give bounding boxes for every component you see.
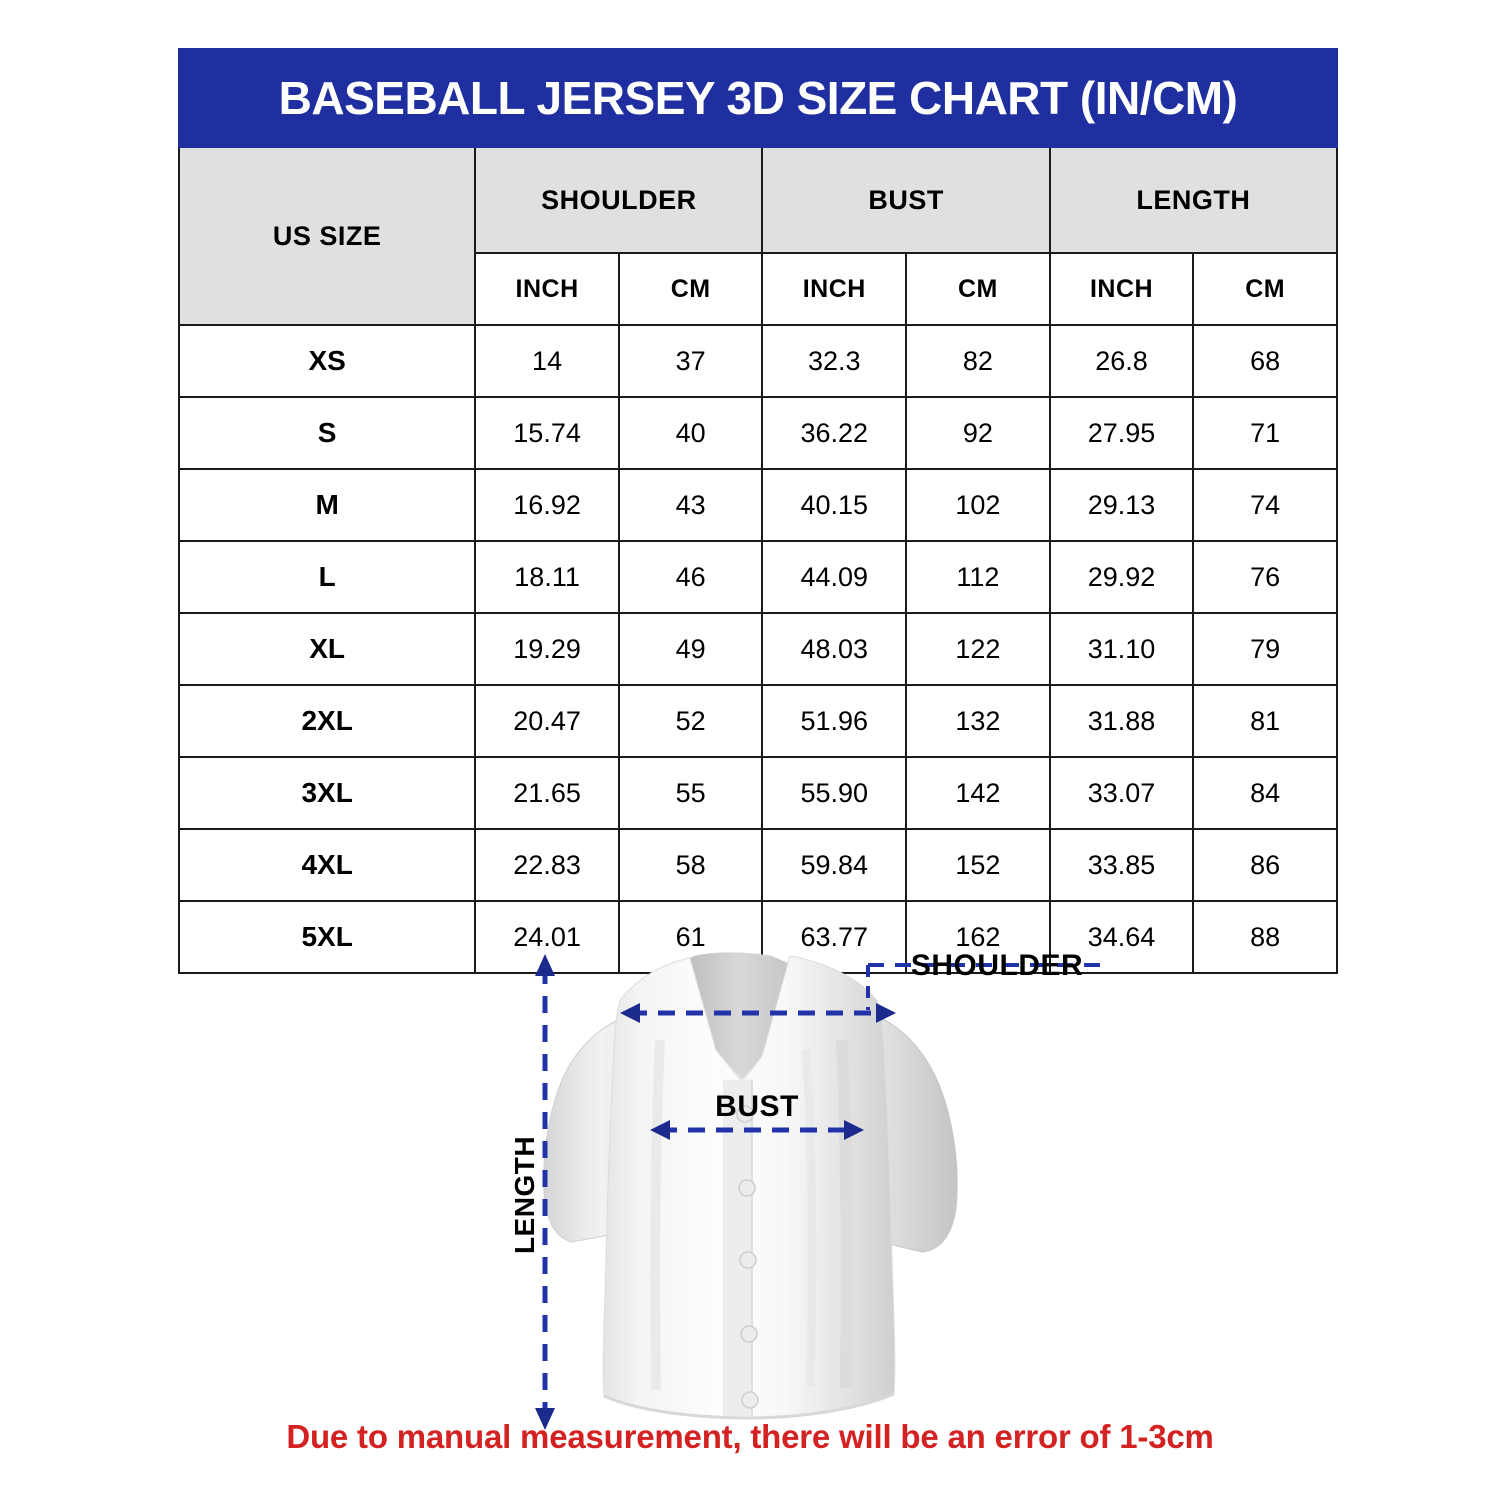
table-row: L 18.11 46 44.09 112 29.92 76: [177, 540, 1338, 614]
cell-shoulder-inch: 15.74: [474, 396, 620, 470]
page-title: BASEBALL JERSEY 3D SIZE CHART (IN/CM): [178, 48, 1338, 148]
cell-length-cm: 68: [1192, 324, 1338, 398]
cell-bust-cm: 92: [905, 396, 1051, 470]
cell-bust-inch: 36.22: [761, 396, 908, 470]
cell-bust-cm: 82: [905, 324, 1051, 398]
cell-shoulder-cm: 43: [617, 468, 764, 542]
unit-header-length-inch: INCH: [1048, 252, 1195, 326]
cell-size: XS: [177, 324, 477, 398]
cell-size: S: [177, 396, 477, 470]
cell-shoulder-cm: 46: [617, 540, 764, 614]
cell-size: 5XL: [177, 900, 477, 974]
cell-shoulder-cm: 55: [617, 756, 764, 830]
cell-shoulder-cm: 40: [617, 396, 764, 470]
cell-shoulder-cm: 58: [617, 828, 764, 902]
cell-length-inch: 29.13: [1048, 468, 1195, 542]
cell-shoulder-inch: 22.83: [474, 828, 620, 902]
length-measure-arrow: [535, 954, 555, 1430]
cell-bust-inch: 59.84: [761, 828, 908, 902]
cell-bust-cm: 142: [905, 756, 1051, 830]
cell-size: 3XL: [177, 756, 477, 830]
cell-length-inch: 31.88: [1048, 684, 1195, 758]
table-row: 5XL 24.01 61 63.77 162 34.64 88: [177, 900, 1338, 974]
table-row: 2XL 20.47 52 51.96 132 31.88 81: [177, 684, 1338, 758]
cell-shoulder-inch: 14: [474, 324, 620, 398]
table-row: 4XL 22.83 58 59.84 152 33.85 86: [177, 828, 1338, 902]
cell-bust-inch: 48.03: [761, 612, 908, 686]
cell-bust-cm: 132: [905, 684, 1051, 758]
cell-bust-cm: 102: [905, 468, 1051, 542]
cell-length-cm: 88: [1192, 900, 1338, 974]
cell-shoulder-cm: 37: [617, 324, 764, 398]
shoulder-leader-line: [866, 963, 1104, 1010]
table-row: S 15.74 40 36.22 92 27.95 71: [177, 396, 1338, 470]
cell-length-cm: 86: [1192, 828, 1338, 902]
table-title-row: BASEBALL JERSEY 3D SIZE CHART (IN/CM): [178, 48, 1338, 148]
cell-bust-cm: 122: [905, 612, 1051, 686]
cell-bust-inch: 40.15: [761, 468, 908, 542]
cell-length-inch: 29.92: [1048, 540, 1195, 614]
length-annotation-label: LENGTH: [509, 1136, 540, 1254]
jersey-measurement-diagram: SHOULDER BUST LENGTH: [0, 930, 1500, 1440]
bust-measure-arrow: [650, 1120, 864, 1140]
cell-length-inch: 27.95: [1048, 396, 1195, 470]
table-row: M 16.92 43 40.15 102 29.13 74: [177, 468, 1338, 542]
group-header-row: US SIZE SHOULDER BUST LENGTH: [177, 146, 1339, 326]
cell-shoulder-cm: 49: [617, 612, 764, 686]
cell-shoulder-cm: 52: [617, 684, 764, 758]
cell-bust-inch: 63.77: [761, 900, 908, 974]
unit-header-shoulder-cm: CM: [617, 252, 764, 326]
cell-length-cm: 79: [1192, 612, 1338, 686]
unit-header-length-cm: CM: [1192, 252, 1338, 326]
cell-length-inch: 33.85: [1048, 828, 1195, 902]
cell-size: M: [177, 468, 477, 542]
cell-shoulder-inch: 24.01: [474, 900, 620, 974]
unit-header-row: INCH CM INCH CM INCH CM: [179, 252, 1338, 326]
cell-bust-inch: 55.90: [761, 756, 908, 830]
cell-length-cm: 84: [1192, 756, 1338, 830]
cell-bust-inch: 32.3: [761, 324, 908, 398]
size-chart-table-container: BASEBALL JERSEY 3D SIZE CHART (IN/CM) US…: [177, 48, 1339, 974]
cell-length-inch: 26.8: [1048, 324, 1195, 398]
cell-length-cm: 74: [1192, 468, 1338, 542]
cell-bust-inch: 51.96: [761, 684, 908, 758]
cell-length-inch: 33.07: [1048, 756, 1195, 830]
measurement-disclaimer: Due to manual measurement, there will be…: [286, 1418, 1214, 1455]
cell-shoulder-inch: 18.11: [474, 540, 620, 614]
cell-length-cm: 76: [1192, 540, 1338, 614]
shoulder-annotation-label: SHOULDER: [911, 949, 1083, 982]
shoulder-measure-arrow: [620, 1003, 896, 1023]
cell-bust-cm: 112: [905, 540, 1051, 614]
bust-annotation-label: BUST: [715, 1090, 799, 1123]
cell-length-inch: 34.64: [1048, 900, 1195, 974]
cell-length-cm: 81: [1192, 684, 1338, 758]
cell-size: L: [177, 540, 477, 614]
unit-header-shoulder-inch: INCH: [474, 252, 620, 326]
cell-size: XL: [177, 612, 477, 686]
size-chart-table: BASEBALL JERSEY 3D SIZE CHART (IN/CM) US…: [177, 48, 1339, 974]
unit-header-bust-cm: CM: [905, 252, 1051, 326]
cell-shoulder-inch: 19.29: [474, 612, 620, 686]
cell-bust-cm: 152: [905, 828, 1051, 902]
table-row: XS 14 37 32.3 82 26.8 68: [177, 324, 1338, 398]
table-row: 3XL 21.65 55 55.90 142 33.07 84: [177, 756, 1338, 830]
cell-shoulder-inch: 21.65: [474, 756, 620, 830]
cell-shoulder-inch: 16.92: [474, 468, 620, 542]
unit-header-bust-inch: INCH: [761, 252, 908, 326]
cell-shoulder-inch: 20.47: [474, 684, 620, 758]
cell-bust-cm: 162: [905, 900, 1051, 974]
column-header-bust: BUST: [761, 146, 1051, 254]
cell-length-cm: 71: [1192, 396, 1338, 470]
column-header-length: LENGTH: [1048, 146, 1339, 254]
table-row: XL 19.29 49 48.03 122 31.10 79: [177, 612, 1338, 686]
cell-length-inch: 31.10: [1048, 612, 1195, 686]
cell-bust-inch: 44.09: [761, 540, 908, 614]
cell-size: 2XL: [177, 684, 477, 758]
cell-size: 4XL: [177, 828, 477, 902]
column-header-shoulder: SHOULDER: [474, 146, 764, 254]
jersey-illustration: [543, 952, 958, 1420]
column-header-us-size: US SIZE: [177, 146, 477, 326]
